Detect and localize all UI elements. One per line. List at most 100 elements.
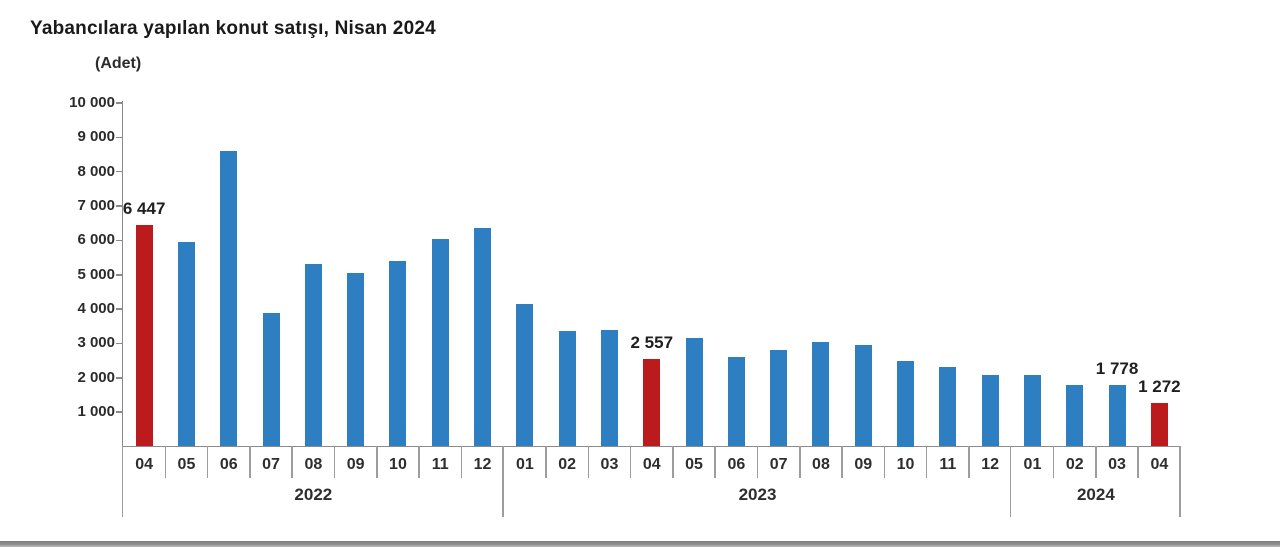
month-tick-label: 06: [219, 456, 238, 473]
y-axis-tick-label: 1 000: [77, 403, 115, 421]
month-separator: [1095, 446, 1097, 478]
month-separator: [460, 446, 463, 478]
month-separator: [587, 446, 590, 478]
y-axis-tick: [115, 377, 122, 379]
y-axis-tick-label: 9 000: [77, 128, 115, 146]
y-axis-tick: [115, 239, 122, 242]
bar-2023-05: [685, 338, 703, 447]
month-separator: [672, 446, 674, 478]
month-tick-label: 11: [939, 456, 957, 473]
month-tick-label: 07: [262, 456, 280, 473]
month-tick-label: 07: [769, 456, 788, 473]
month-separator: [925, 446, 928, 478]
y-axis-tick-label: 8 000: [77, 162, 115, 180]
month-separator: [1137, 446, 1139, 478]
month-tick-label: 09: [346, 456, 365, 473]
bar-2023-11: [939, 367, 957, 447]
y-axis-tick: [115, 170, 122, 173]
month-tick-label: 04: [135, 456, 154, 473]
bar-2022-04: [135, 225, 153, 447]
bar-value-label-2023-04: 2 557: [630, 332, 674, 352]
month-separator: [841, 446, 843, 478]
month-tick-label: 04: [1150, 456, 1169, 473]
month-separator: [249, 446, 251, 478]
year-separator: [502, 446, 504, 517]
bar-2022-05: [177, 242, 195, 447]
bar-2023-01: [516, 303, 534, 447]
month-tick-label: 08: [812, 456, 830, 473]
month-tick-label: 09: [854, 456, 873, 473]
y-axis-tick-label: 7 000: [77, 197, 115, 215]
bar-2024-04: [1150, 402, 1168, 447]
month-tick-label: 04: [642, 456, 661, 473]
bar-2024-03: [1108, 385, 1126, 447]
bar-value-label-2024-04: 1 272: [1138, 376, 1181, 396]
month-tick-label: 05: [685, 456, 703, 473]
unit-label: (Adet): [95, 55, 142, 72]
month-tick-label: 03: [1108, 456, 1126, 473]
month-separator: [714, 446, 716, 478]
bar-2023-04: [643, 358, 661, 447]
bar-2022-06: [220, 151, 238, 447]
bar-2023-08: [812, 341, 830, 447]
month-separator: [333, 446, 336, 478]
month-tick-label: 01: [515, 456, 534, 473]
y-axis-tick: [115, 308, 122, 310]
y-axis-tick: [115, 102, 122, 104]
bar-2023-09: [854, 345, 872, 447]
y-axis-tick-label: 10 000: [69, 94, 115, 111]
bar-2024-02: [1066, 384, 1084, 447]
month-tick-label: 10: [389, 456, 407, 473]
bar-2023-02: [558, 331, 576, 447]
y-axis-tick-label: 6 000: [77, 231, 115, 249]
bar-2022-09: [347, 273, 365, 447]
bar-2023-10: [897, 360, 915, 447]
y-axis-tick-label: 5 000: [77, 265, 115, 283]
bar-2022-11: [431, 238, 449, 447]
month-tick-label: 06: [727, 456, 746, 473]
bar-2022-08: [304, 264, 322, 447]
y-axis-tick: [115, 136, 122, 139]
bar-value-label-2024-03: 1 778: [1095, 359, 1139, 379]
month-tick-label: 08: [304, 456, 323, 473]
y-axis-tick: [115, 274, 122, 276]
month-separator: [291, 446, 293, 478]
month-tick-label: 05: [177, 456, 196, 473]
year-label-2022: 2022: [294, 485, 333, 504]
bar-2023-07: [770, 350, 788, 447]
bar-2024-01: [1023, 375, 1041, 447]
month-separator: [545, 446, 547, 478]
bar-2023-06: [727, 357, 745, 447]
y-axis-line: [121, 101, 123, 447]
month-separator: [418, 446, 420, 478]
month-separator: [164, 446, 167, 478]
month-tick-label: 02: [1065, 456, 1084, 473]
y-axis-tick-label: 2 000: [77, 368, 115, 386]
y-axis-tick: [115, 411, 122, 413]
bar-2023-03: [600, 329, 618, 447]
year-separator: [1179, 446, 1181, 517]
y-axis-tick-label: 3 000: [77, 334, 115, 352]
month-separator: [629, 446, 632, 478]
y-axis-tick: [115, 342, 122, 345]
month-separator: [968, 446, 970, 478]
month-separator: [376, 446, 378, 478]
year-label-2024: 2024: [1076, 485, 1115, 504]
year-label-2023: 2023: [738, 485, 777, 504]
month-separator: [799, 446, 801, 478]
month-tick-label: 12: [473, 456, 492, 473]
month-tick-label: 11: [431, 456, 449, 473]
month-tick-label: 12: [981, 456, 1000, 473]
bar-2023-12: [981, 375, 999, 447]
month-separator: [756, 446, 759, 478]
month-tick-label: 10: [896, 456, 915, 473]
chart-title: Yabancılara yapılan konut satışı, Nisan …: [30, 18, 436, 39]
y-axis-tick-label: 4 000: [77, 300, 115, 318]
month-tick-label: 03: [600, 456, 619, 473]
bar-2022-10: [389, 261, 407, 447]
month-separator: [1052, 446, 1055, 478]
year-separator: [1009, 446, 1012, 517]
month-tick-label: 01: [1023, 456, 1042, 473]
y-axis-tick: [115, 205, 122, 207]
